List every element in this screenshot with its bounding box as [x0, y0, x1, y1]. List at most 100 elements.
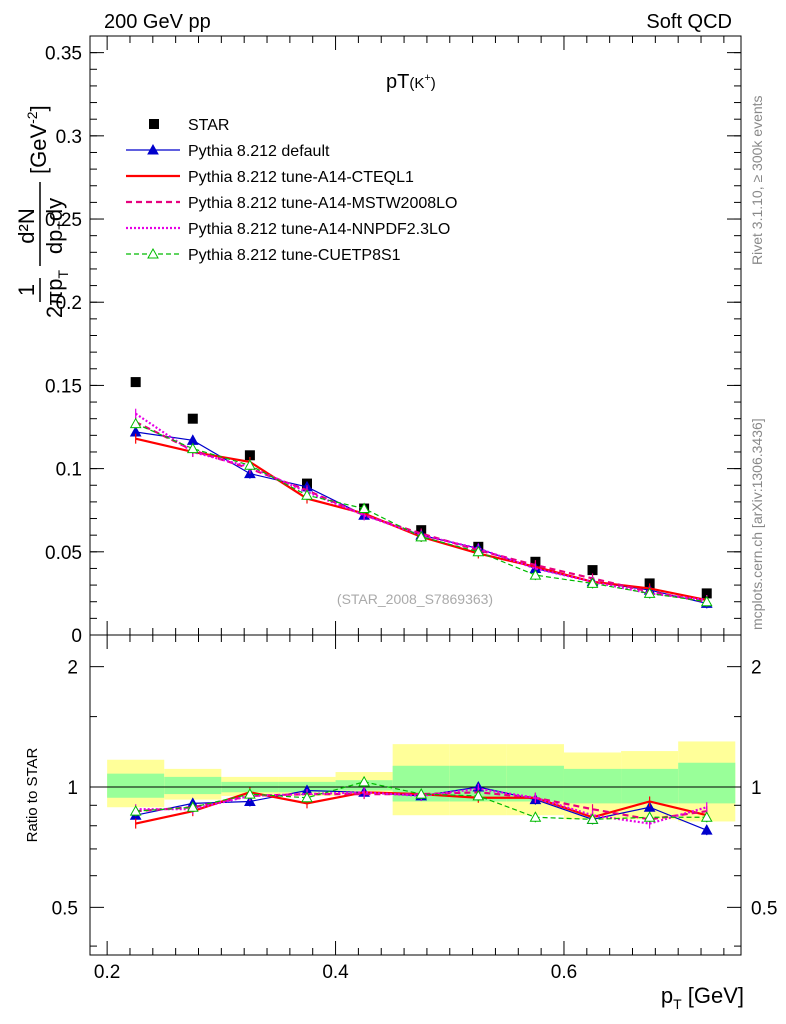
legend-marker-star	[149, 119, 159, 129]
main-marker-star	[244, 450, 255, 461]
ratio-line-nnpdf	[135, 787, 708, 825]
ylabel-frac2-num: d²N	[14, 208, 39, 243]
ratio-marker-cuetp8s1	[358, 775, 370, 787]
main-marker-cuetp8s1	[301, 489, 313, 500]
main-series-default	[129, 425, 713, 609]
header-right-label: Soft QCD	[646, 11, 732, 33]
main-line-mstw	[135, 421, 707, 603]
ratio-marker-cuetp8s1	[129, 805, 142, 816]
ratio-ytick-label-right: 1	[751, 778, 762, 799]
ylabel-unit-main: [GeV	[26, 124, 51, 174]
ratio-marker-cuetp8s1	[586, 813, 599, 824]
main-ytick-label: 0.15	[45, 376, 82, 397]
rivet-label: Rivet 3.1.10, ≥ 300k events	[749, 95, 765, 265]
main-marker-cuetp8s1	[415, 530, 428, 542]
ratio-x-ticks: 0.2 0.4 0.6	[94, 635, 725, 983]
main-ytick-label: 0.05	[45, 543, 82, 564]
ratio-marker-default	[643, 801, 656, 812]
chart-title-particle: (K	[409, 75, 424, 92]
ratio-marker-cuetp8s1	[472, 789, 485, 801]
main-ytick-label: 0	[71, 626, 82, 647]
chart-title: pT(K+)	[386, 71, 436, 93]
ratio-y-ticks: 0.5 0.5 1 1 2 2	[52, 658, 777, 947]
ratio-band-green	[563, 768, 622, 804]
chart-title-main: pT	[386, 71, 409, 93]
ratio-ytick-label: 2	[67, 658, 78, 679]
main-ytick-label: 0.1	[56, 460, 82, 481]
ratio-marker-default	[244, 795, 256, 806]
main-marker-star	[130, 377, 141, 388]
ratio-series-group	[129, 775, 713, 836]
ylabel-unit: [GeV-2]	[24, 105, 51, 174]
ylabel-frac1-num: 1	[14, 284, 39, 296]
main-marker-cuetp8s1	[244, 459, 256, 470]
legend-marker-cuetp8s1	[147, 247, 159, 259]
legend-label-nnpdf: Pythia 8.212 tune-A14-NNPDF2.3LO	[188, 221, 450, 238]
main-series-nnpdf	[135, 408, 708, 606]
ratio-panel: 0.5 0.5 1 1 2 2 0.2 0.4 0.6 Ratio to STAR pT [G…	[24, 634, 777, 1012]
main-line-cteql1	[135, 437, 707, 602]
main-marker-cuetp8s1	[529, 569, 542, 580]
ratio-marker-cuetp8s1	[415, 788, 428, 799]
ratio-band-green	[107, 773, 165, 798]
ratio-band-green	[164, 776, 222, 795]
main-series-cuetp8s1	[129, 417, 713, 607]
main-marker-cuetp8s1	[643, 587, 656, 598]
ratio-ytick-label-right: 2	[751, 658, 762, 679]
ratio-ytick-label: 1	[67, 778, 78, 799]
x-axis-label-unit: [GeV]	[682, 983, 744, 1008]
legend-label-default: Pythia 8.212 default	[188, 143, 330, 160]
main-marker-cuetp8s1	[358, 502, 370, 514]
main-ytick-label: 0.3	[56, 127, 82, 148]
ylabel-unit-close: ]	[26, 105, 51, 111]
x-tick-label: 0.4	[322, 962, 349, 983]
ylabel-frac2-den-sub: T	[55, 221, 71, 230]
legend-label-star: STAR	[188, 117, 229, 134]
x-axis-label-sub: T	[673, 996, 682, 1012]
ratio-marker-cuetp8s1	[186, 801, 199, 812]
main-marker-cuetp8s1	[472, 545, 485, 557]
ratio-series-cuetp8s1	[129, 775, 713, 825]
ylabel-frac1-den: 2πpT	[42, 269, 71, 318]
mcplots-label: mcplots.cern.ch [arXiv:1306.3436]	[749, 418, 765, 630]
x-tick-label: 0.6	[551, 962, 577, 983]
main-marker-cuetp8s1	[700, 595, 713, 607]
main-line-nnpdf	[135, 412, 707, 602]
ratio-marker-cuetp8s1	[643, 811, 656, 822]
main-ytick-label: 0.35	[45, 44, 82, 65]
ratio-marker-cuetp8s1	[700, 811, 713, 822]
analysis-watermark: (STAR_2008_S7869363)	[337, 591, 493, 607]
ratio-marker-default	[700, 824, 713, 835]
main-series-star	[130, 377, 712, 599]
main-line-cuetp8s1	[135, 423, 707, 603]
legend-marker-default	[147, 143, 159, 155]
chart-title-charge: +	[424, 72, 430, 84]
ratio-marker-cuetp8s1	[301, 791, 313, 803]
x-axis-label-main: p	[661, 983, 673, 1008]
chart-title-close: )	[431, 75, 436, 92]
legend: STAR Pythia 8.212 default Pythia 8.212 tun…	[126, 117, 457, 264]
main-ytick-label: 0.25	[45, 210, 82, 231]
main-panel: 0 0.05 0.1 0.15 0.2 0.25 0.3 0.35 pT(K+) (STAR_…	[14, 35, 742, 647]
x-tick-label: 0.2	[94, 962, 120, 983]
ylabel-frac2-den: dpTdy	[42, 198, 71, 254]
main-x-ticks	[106, 36, 725, 635]
main-y-ticks: 0 0.05 0.1 0.15 0.2 0.25 0.3 0.35	[45, 35, 741, 647]
main-series-mstw	[135, 417, 708, 607]
main-y-axis-label: 1 2πpT d²N dpTdy [GeV-2]	[14, 105, 71, 318]
ylabel-frac2-den-tail: dy	[42, 198, 67, 221]
ratio-band-green	[678, 762, 736, 804]
ylabel-frac1-den-main: 2πp	[42, 278, 67, 318]
ratio-frame	[89, 634, 742, 956]
main-ytick-label: 0.2	[56, 293, 82, 314]
ratio-ytick-label: 0.5	[52, 898, 78, 919]
main-marker-star	[187, 413, 198, 424]
main-marker-cuetp8s1	[186, 442, 199, 454]
main-marker-star	[587, 565, 598, 576]
main-series-group	[129, 377, 713, 609]
main-marker-cuetp8s1	[586, 577, 599, 588]
ylabel-frac2-den-main: dp	[42, 230, 67, 254]
ratio-marker-cuetp8s1	[244, 788, 256, 799]
ratio-marker-cuetp8s1	[529, 811, 542, 822]
